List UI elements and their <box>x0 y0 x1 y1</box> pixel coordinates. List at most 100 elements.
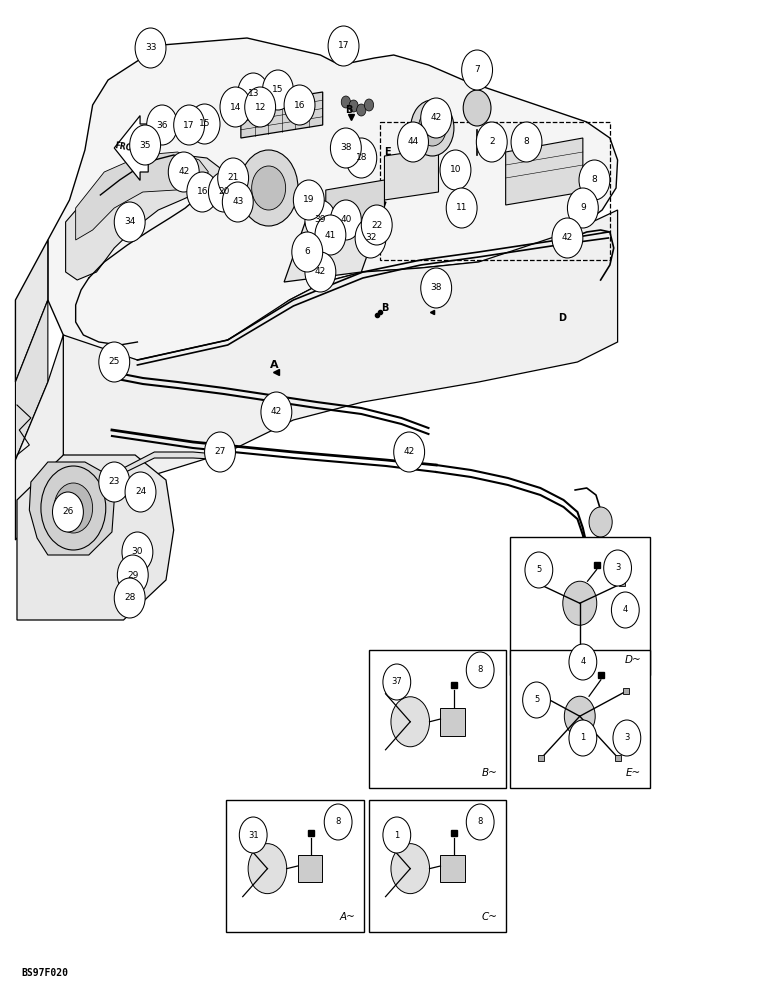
Text: 15: 15 <box>273 86 283 95</box>
Text: A~: A~ <box>339 912 355 922</box>
Text: 1: 1 <box>581 734 585 742</box>
Text: 28: 28 <box>124 593 135 602</box>
Text: 35: 35 <box>140 140 151 149</box>
Polygon shape <box>15 335 63 540</box>
Circle shape <box>261 392 292 432</box>
Circle shape <box>174 105 205 145</box>
Circle shape <box>305 252 336 292</box>
Text: B: B <box>345 105 353 115</box>
Text: 15: 15 <box>199 119 210 128</box>
Circle shape <box>391 844 429 894</box>
Text: 33: 33 <box>145 43 156 52</box>
Circle shape <box>569 720 597 756</box>
Text: 36: 36 <box>157 120 168 129</box>
Text: 31: 31 <box>248 830 259 840</box>
Text: 42: 42 <box>315 267 326 276</box>
Text: 2: 2 <box>489 137 495 146</box>
Text: 9: 9 <box>580 204 586 213</box>
Bar <box>226 800 364 932</box>
Circle shape <box>476 122 507 162</box>
Circle shape <box>567 188 598 228</box>
Bar <box>510 537 650 675</box>
Circle shape <box>114 202 145 242</box>
Circle shape <box>248 844 286 894</box>
Text: 20: 20 <box>218 188 229 196</box>
Circle shape <box>305 200 336 240</box>
Text: 12: 12 <box>255 103 266 111</box>
Polygon shape <box>66 155 220 280</box>
Text: 18: 18 <box>356 153 367 162</box>
Text: 42: 42 <box>431 113 442 122</box>
Text: 29: 29 <box>127 570 138 580</box>
Text: 1: 1 <box>394 830 399 840</box>
Circle shape <box>398 122 428 162</box>
Text: 42: 42 <box>404 448 415 456</box>
Circle shape <box>463 90 491 126</box>
Circle shape <box>239 150 298 226</box>
Circle shape <box>330 128 361 168</box>
Text: 42: 42 <box>178 167 189 176</box>
Circle shape <box>569 644 597 680</box>
Circle shape <box>252 166 286 210</box>
Circle shape <box>220 87 251 127</box>
Circle shape <box>168 152 199 192</box>
Text: C: C <box>432 300 440 310</box>
Circle shape <box>147 105 178 145</box>
Circle shape <box>394 432 425 472</box>
Text: D: D <box>558 313 566 323</box>
Circle shape <box>64 496 83 520</box>
Text: C~: C~ <box>482 912 498 922</box>
Circle shape <box>52 492 83 532</box>
FancyArrow shape <box>114 116 148 180</box>
Circle shape <box>466 804 494 840</box>
Circle shape <box>523 682 550 718</box>
Bar <box>441 855 466 882</box>
Circle shape <box>611 592 639 628</box>
Text: 30: 30 <box>132 548 143 556</box>
Text: D~: D~ <box>625 655 642 665</box>
Circle shape <box>421 98 452 138</box>
Polygon shape <box>15 300 48 460</box>
Text: 37: 37 <box>391 678 402 686</box>
Circle shape <box>466 652 494 688</box>
Circle shape <box>440 150 471 190</box>
Circle shape <box>122 532 153 572</box>
Circle shape <box>604 550 631 586</box>
Circle shape <box>364 99 374 111</box>
Text: 42: 42 <box>562 233 573 242</box>
Circle shape <box>245 87 276 127</box>
Circle shape <box>99 462 130 502</box>
Text: A: A <box>269 360 279 370</box>
Circle shape <box>411 100 454 156</box>
Text: 26: 26 <box>63 508 73 516</box>
Circle shape <box>421 268 452 308</box>
Circle shape <box>125 472 156 512</box>
Circle shape <box>218 158 249 198</box>
Polygon shape <box>506 138 583 205</box>
Text: 43: 43 <box>232 198 243 207</box>
Text: 14: 14 <box>230 103 241 111</box>
Text: 27: 27 <box>215 448 225 456</box>
Text: 38: 38 <box>431 284 442 292</box>
Text: 39: 39 <box>315 216 326 225</box>
Polygon shape <box>384 148 438 200</box>
Circle shape <box>418 110 446 146</box>
Circle shape <box>315 215 346 255</box>
Polygon shape <box>29 462 114 555</box>
Text: 8: 8 <box>478 818 482 826</box>
Text: 10: 10 <box>450 165 461 174</box>
Text: 4: 4 <box>581 658 585 666</box>
Circle shape <box>208 172 239 212</box>
Circle shape <box>238 73 269 113</box>
Circle shape <box>613 720 641 756</box>
Circle shape <box>262 70 293 110</box>
Text: 25: 25 <box>109 358 120 366</box>
Polygon shape <box>15 240 48 382</box>
Polygon shape <box>241 92 323 138</box>
Text: 44: 44 <box>408 137 418 146</box>
Circle shape <box>205 432 235 472</box>
Circle shape <box>552 218 583 258</box>
Polygon shape <box>326 180 384 238</box>
Text: 13: 13 <box>248 89 259 98</box>
Text: 38: 38 <box>340 143 351 152</box>
